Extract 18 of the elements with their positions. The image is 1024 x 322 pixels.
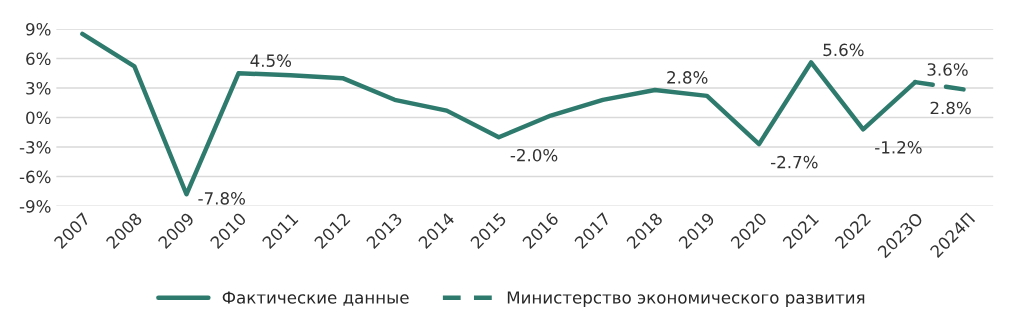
y-tick-label: 0% xyxy=(26,111,51,125)
y-tick-label: -9% xyxy=(19,200,51,213)
data-label: -2.0% xyxy=(510,148,558,162)
y-tick-label: 3% xyxy=(26,81,51,95)
data-label: -7.8% xyxy=(198,192,245,205)
y-tick-label: 6% xyxy=(26,52,51,66)
data-label: 5.6% xyxy=(823,43,864,57)
legend-label: Министерство экономического развития xyxy=(507,291,865,307)
data-label: 4.5% xyxy=(250,54,292,67)
data-label: 2.8% xyxy=(930,101,971,115)
y-tick-label: -6% xyxy=(19,170,51,184)
y-tick-label: 9% xyxy=(26,22,51,36)
data-label: -2.7% xyxy=(770,155,818,169)
legend-label: Фактические данные xyxy=(222,291,409,306)
data-label: -1.2% xyxy=(875,141,922,154)
y-tick-label: -3% xyxy=(19,141,51,154)
data-label: 2.8% xyxy=(667,71,708,84)
data-label: 3.6% xyxy=(927,63,968,76)
